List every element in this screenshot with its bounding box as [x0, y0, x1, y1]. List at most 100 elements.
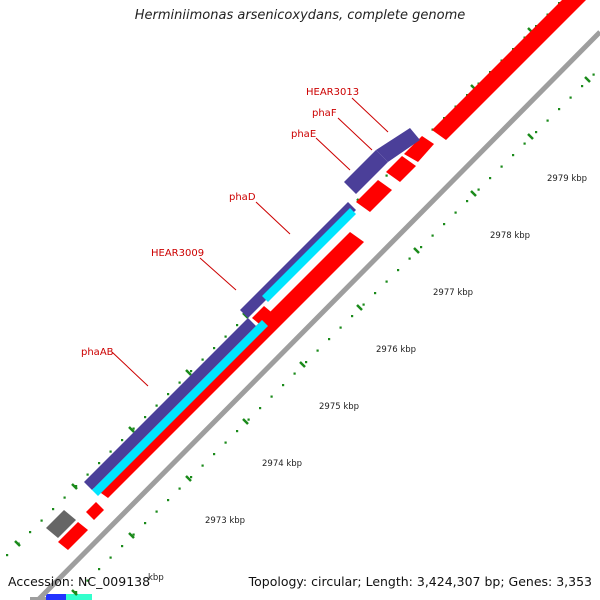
minor-tick-dot: [86, 473, 89, 476]
minor-tick-dot: [190, 476, 193, 479]
minor-tick-dot: [213, 347, 216, 350]
minor-tick-dot: [282, 384, 285, 387]
minor-tick-dot: [144, 416, 147, 419]
leader-pha-f: [337, 117, 373, 151]
minor-tick-dot: [29, 531, 32, 534]
minor-tick-dot: [224, 335, 227, 338]
accession-label: Accession: NC_009138: [8, 574, 151, 589]
minor-tick-dot: [581, 85, 584, 88]
minor-tick-dot: [339, 326, 342, 329]
reverse-feature-pha-ab: [84, 318, 256, 490]
leader-pha-e: [315, 137, 351, 171]
minor-tick-dot: [546, 119, 549, 122]
gene-label-pha-d: phaD: [229, 192, 256, 203]
minor-tick-dot: [500, 165, 503, 168]
major-tick: [356, 304, 363, 311]
forward-feature-pha-d-arrow: [356, 180, 392, 212]
map-title: Herminiimonas arsenicoxydans, complete g…: [134, 8, 466, 23]
major-tick: [128, 426, 135, 433]
scale-label: 2975 kbp: [319, 402, 359, 412]
minor-tick-dot: [132, 533, 135, 536]
minor-tick-dot: [86, 579, 89, 582]
minor-tick-dot: [75, 485, 78, 488]
minor-tick-dot: [454, 211, 457, 214]
minor-tick-dot: [523, 142, 526, 145]
minor-tick-dot: [121, 439, 124, 442]
minor-tick-dot: [535, 131, 538, 134]
forward-feature-far: [432, 0, 586, 140]
gene-label-pha-e: phaE: [291, 129, 316, 140]
minor-tick-dot: [431, 234, 434, 237]
minor-tick-dot: [98, 568, 101, 571]
scale-label: 2973 kbp: [205, 516, 245, 526]
major-ticks-lower: [71, 76, 591, 596]
minor-tick-dot: [362, 303, 365, 306]
forward-feature-hear3009-arrow: [252, 306, 276, 328]
corner-feature-cyan: [66, 594, 92, 600]
minor-tick-dot: [75, 591, 78, 594]
major-tick: [299, 361, 306, 368]
major-tick: [71, 483, 78, 490]
minor-tick-dot: [132, 427, 135, 430]
reverse-features: [46, 128, 420, 538]
scale-label: 2974 kbp: [262, 459, 302, 469]
minor-tick-dot: [236, 324, 239, 327]
minor-tick-dot: [167, 499, 170, 502]
gene-label-pha-f: phaF: [312, 108, 337, 119]
leader-pha-ab: [111, 351, 149, 387]
minor-tick-dot: [328, 338, 331, 341]
minor-tick-dot: [385, 280, 388, 283]
minor-tick-dot: [270, 395, 273, 398]
forward-feature-small-a: [86, 502, 104, 520]
gene-label-pha-ab: phaAB: [81, 347, 114, 358]
forward-features: [58, 0, 586, 550]
minor-tick-dot: [121, 545, 124, 548]
major-tick: [470, 190, 477, 197]
forward-feature-pha-e-arrow: [386, 156, 416, 182]
major-tick: [14, 540, 21, 547]
forward-feature-pha-f-arrow: [404, 136, 434, 162]
scale-label: kbp: [148, 573, 164, 583]
minor-tick-dot: [397, 269, 400, 272]
corner-feature-blue: [46, 594, 66, 600]
minor-tick-dot: [316, 349, 319, 352]
minor-tick-dot: [40, 519, 43, 522]
minor-tick-dot: [512, 154, 515, 157]
scale-label: 2978 kbp: [490, 231, 530, 241]
minor-tick-dot: [224, 441, 227, 444]
minor-tick-dot: [6, 554, 9, 557]
minor-tick-dot: [178, 487, 181, 490]
minor-tick-dot: [305, 361, 308, 364]
scale-label: 2979 kbp: [547, 174, 587, 184]
highlight-feature-pha-ab: [92, 320, 268, 496]
minor-tick-dot: [351, 315, 354, 318]
minor-tick-dot: [408, 257, 411, 260]
minor-tick-dot: [259, 407, 262, 410]
major-tick: [413, 247, 420, 254]
minor-tick-dot: [592, 73, 595, 76]
minor-ticks-lower: [75, 73, 595, 594]
minor-tick-dot: [293, 372, 296, 375]
topology-label: Topology: circular; Length: 3,424,307 bp…: [248, 574, 592, 589]
leader-hear3013: [351, 97, 389, 133]
minor-tick-dot: [190, 370, 193, 373]
major-tick: [527, 133, 534, 140]
minor-tick-dot: [155, 404, 158, 407]
minor-tick-dot: [213, 453, 216, 456]
minor-tick-dot: [247, 418, 250, 421]
minor-tick-dot: [489, 177, 492, 180]
minor-tick-dot: [52, 508, 55, 511]
minor-tick-dot: [477, 188, 480, 191]
highlight-feature-hear3009: [262, 208, 356, 302]
forward-feature-small-b: [58, 522, 88, 550]
minor-tick-dot: [443, 223, 446, 226]
minor-tick-dot: [374, 292, 377, 295]
reverse-feature-pha-d: [344, 150, 388, 194]
reverse-feature-gray: [46, 510, 76, 538]
scale-label: 2976 kbp: [376, 345, 416, 355]
minor-tick-dot: [109, 556, 112, 559]
gene-labels: phaAB HEAR3009 phaD phaE phaF HEAR3013: [81, 87, 359, 358]
minor-tick-dot: [385, 174, 388, 177]
minor-tick-dot: [466, 200, 469, 203]
minor-tick-dot: [98, 462, 101, 465]
